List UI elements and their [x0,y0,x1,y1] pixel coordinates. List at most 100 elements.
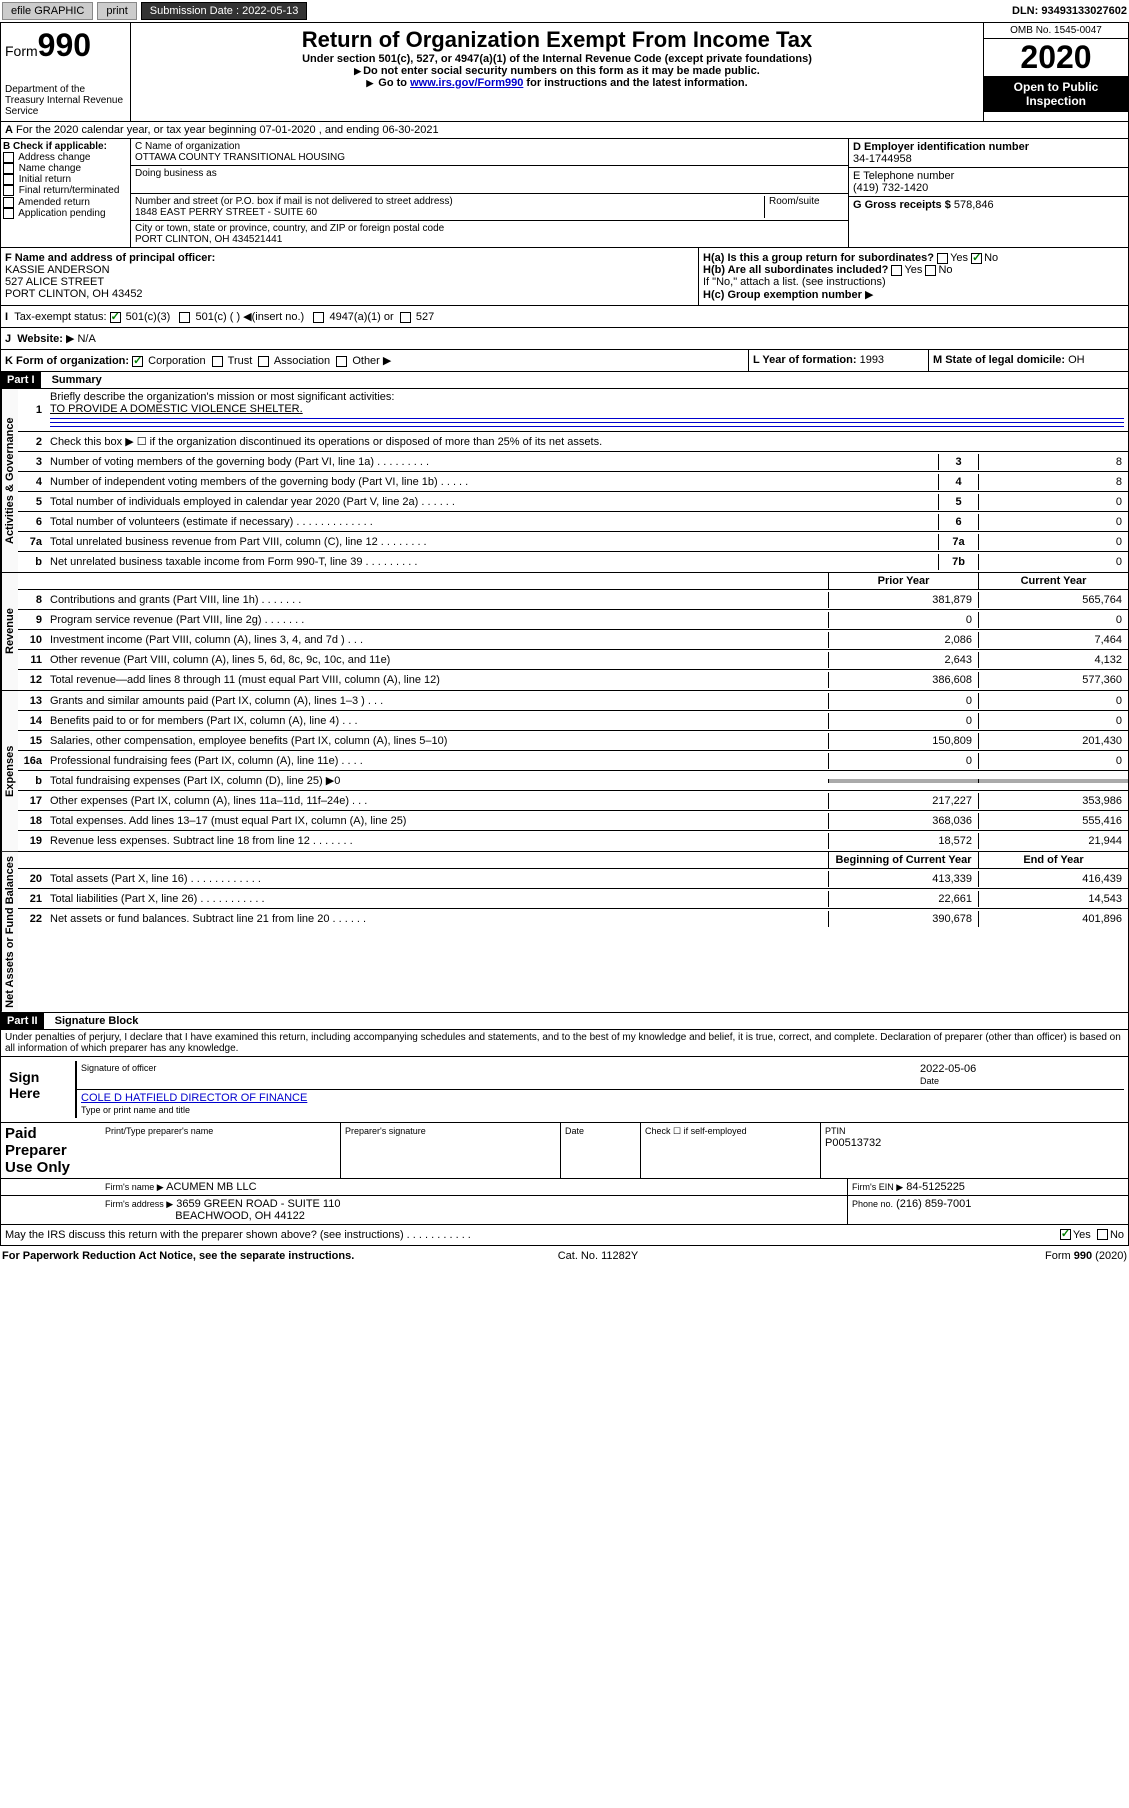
section-b-option: Initial return [3,174,128,185]
vert-rev: Revenue [1,573,18,690]
gross-label: G Gross receipts $ [853,199,951,211]
section-b-check[interactable] [3,185,14,196]
entity-info-block: B Check if applicable: Address change Na… [0,139,1129,248]
section-b-check[interactable] [3,152,14,163]
4947-check[interactable] [313,312,324,323]
prep-date-label: Date [565,1126,584,1136]
other: Other [352,355,380,367]
room-label: Room/suite [764,196,844,218]
discuss-no: No [1110,1229,1124,1241]
data-line: 9Program service revenue (Part VIII, lin… [18,610,1128,630]
data-line: 20Total assets (Part X, line 16) . . . .… [18,869,1128,889]
section-b-check[interactable] [3,197,14,208]
paid-preparer-label: Paid Preparer Use Only [1,1123,101,1178]
officer-name-link[interactable]: COLE D HATFIELD DIRECTOR OF FINANCE [81,1092,307,1104]
footer: For Paperwork Reduction Act Notice, see … [0,1246,1129,1266]
date-label: Date [920,1076,939,1086]
527-check[interactable] [400,312,411,323]
ha-yes-check[interactable] [937,253,948,264]
print-button[interactable]: print [97,2,136,20]
expenses-block: Expenses 13Grants and similar amounts pa… [0,691,1129,852]
subtitle-1: Under section 501(c), 527, or 4947(a)(1)… [135,53,979,65]
discuss-no-check[interactable] [1097,1229,1108,1240]
footer-mid: Cat. No. 11282Y [558,1250,639,1262]
hb-no: No [938,264,952,276]
yof-label: L Year of formation: [753,354,857,366]
firm-addr-label: Firm's address ▶ [105,1199,173,1209]
501c3-check[interactable] [110,312,121,323]
firm-ein-label: Firm's EIN ▶ [852,1182,903,1192]
firm-ein: 84-5125225 [906,1181,965,1193]
section-l: L Year of formation: 1993 [748,350,928,371]
4947: 4947(a)(1) or [329,311,393,323]
hb-yes-check[interactable] [891,265,902,276]
sig-officer-label: Signature of officer [81,1063,920,1073]
gov-line: 4Number of independent voting members of… [18,472,1128,492]
efile-badge: efile GRAPHIC [2,2,93,20]
section-f: F Name and address of principal officer:… [1,248,698,305]
part2-badge: Part II [1,1013,44,1029]
trust-check[interactable] [212,356,223,367]
top-bar: efile GRAPHIC print Submission Date : 20… [0,0,1129,22]
form-prefix: Form [5,43,38,59]
ha-no: No [984,252,998,264]
officer-addr2: PORT CLINTON, OH 43452 [5,288,143,300]
website-label: Website: [17,333,63,345]
ha-no-check[interactable] [971,253,982,264]
firm-addr1: 3659 GREEN ROAD - SUITE 110 [176,1198,340,1210]
501c-check[interactable] [179,312,190,323]
org-name-label: C Name of organization [135,141,844,152]
phone-label: E Telephone number [853,170,1124,182]
netassets-block: Net Assets or Fund Balances Beginning of… [0,852,1129,1013]
data-line: 12Total revenue—add lines 8 through 11 (… [18,670,1128,690]
data-line: 15Salaries, other compensation, employee… [18,731,1128,751]
ha-label: H(a) Is this a group return for subordin… [703,252,934,264]
hb-no-check[interactable] [925,265,936,276]
other-check[interactable] [336,356,347,367]
domicile-label: M State of legal domicile: [933,354,1065,366]
omb-number: OMB No. 1545-0047 [984,23,1128,39]
ptin-label: PTIN [825,1126,846,1136]
gov-line: 3Number of voting members of the governi… [18,452,1128,472]
check-self-employed: Check ☐ if self-employed [645,1126,747,1136]
trust: Trust [228,355,253,367]
section-b-label: B Check if applicable: [3,141,107,152]
section-b-check[interactable] [3,163,14,174]
data-line: 19Revenue less expenses. Subtract line 1… [18,831,1128,851]
data-line: 17Other expenses (Part IX, column (A), l… [18,791,1128,811]
part2-name: Signature Block [47,1015,139,1027]
sign-here-block: Sign Here Signature of officer 2022-05-0… [0,1057,1129,1123]
end-year-hdr: End of Year [978,852,1128,868]
footer-right: Form 990 (2020) [1045,1250,1127,1262]
section-b-check[interactable] [3,208,14,219]
firm-name: ACUMEN MB LLC [166,1181,256,1193]
corp: Corporation [148,355,205,367]
officer-group-block: F Name and address of principal officer:… [0,248,1129,306]
discuss-row: May the IRS discuss this return with the… [0,1225,1129,1246]
subtitle-3: Go to www.irs.gov/Form990 for instructio… [135,77,979,89]
dept-label: Department of the Treasury Internal Reve… [5,84,126,117]
corp-check[interactable] [132,356,143,367]
501c3: 501(c)(3) [126,311,171,323]
firm-addr2: BEACHWOOD, OH 44122 [175,1210,305,1222]
assoc-check[interactable] [258,356,269,367]
begin-year-hdr: Beginning of Current Year [828,852,978,868]
discuss-yes-check[interactable] [1060,1229,1071,1240]
governance-block: Activities & Governance 1 Briefly descri… [0,389,1129,573]
submission-date: Submission Date : 2022-05-13 [141,2,308,20]
section-b-check[interactable] [3,174,14,185]
sub3-post: for instructions and the latest informat… [523,77,747,89]
hc-label: H(c) Group exemption number [703,289,862,301]
part1-badge: Part I [1,372,41,388]
addr-label: Number and street (or P.O. box if mail i… [135,196,764,207]
discuss-yes: Yes [1073,1229,1091,1241]
data-line: 10Investment income (Part VIII, column (… [18,630,1128,650]
form990-link[interactable]: www.irs.gov/Form990 [410,77,523,89]
section-m: M State of legal domicile: OH [928,350,1128,371]
501c: 501(c) ( ) [196,311,241,323]
dba-label: Doing business as [135,168,844,179]
section-j: J Website: ▶ N/A [0,328,1129,350]
preparer-block: Paid Preparer Use Only Print/Type prepar… [0,1123,1129,1225]
tax-exempt-label: Tax-exempt status: [14,311,106,323]
gross-amount: 578,846 [954,199,994,211]
